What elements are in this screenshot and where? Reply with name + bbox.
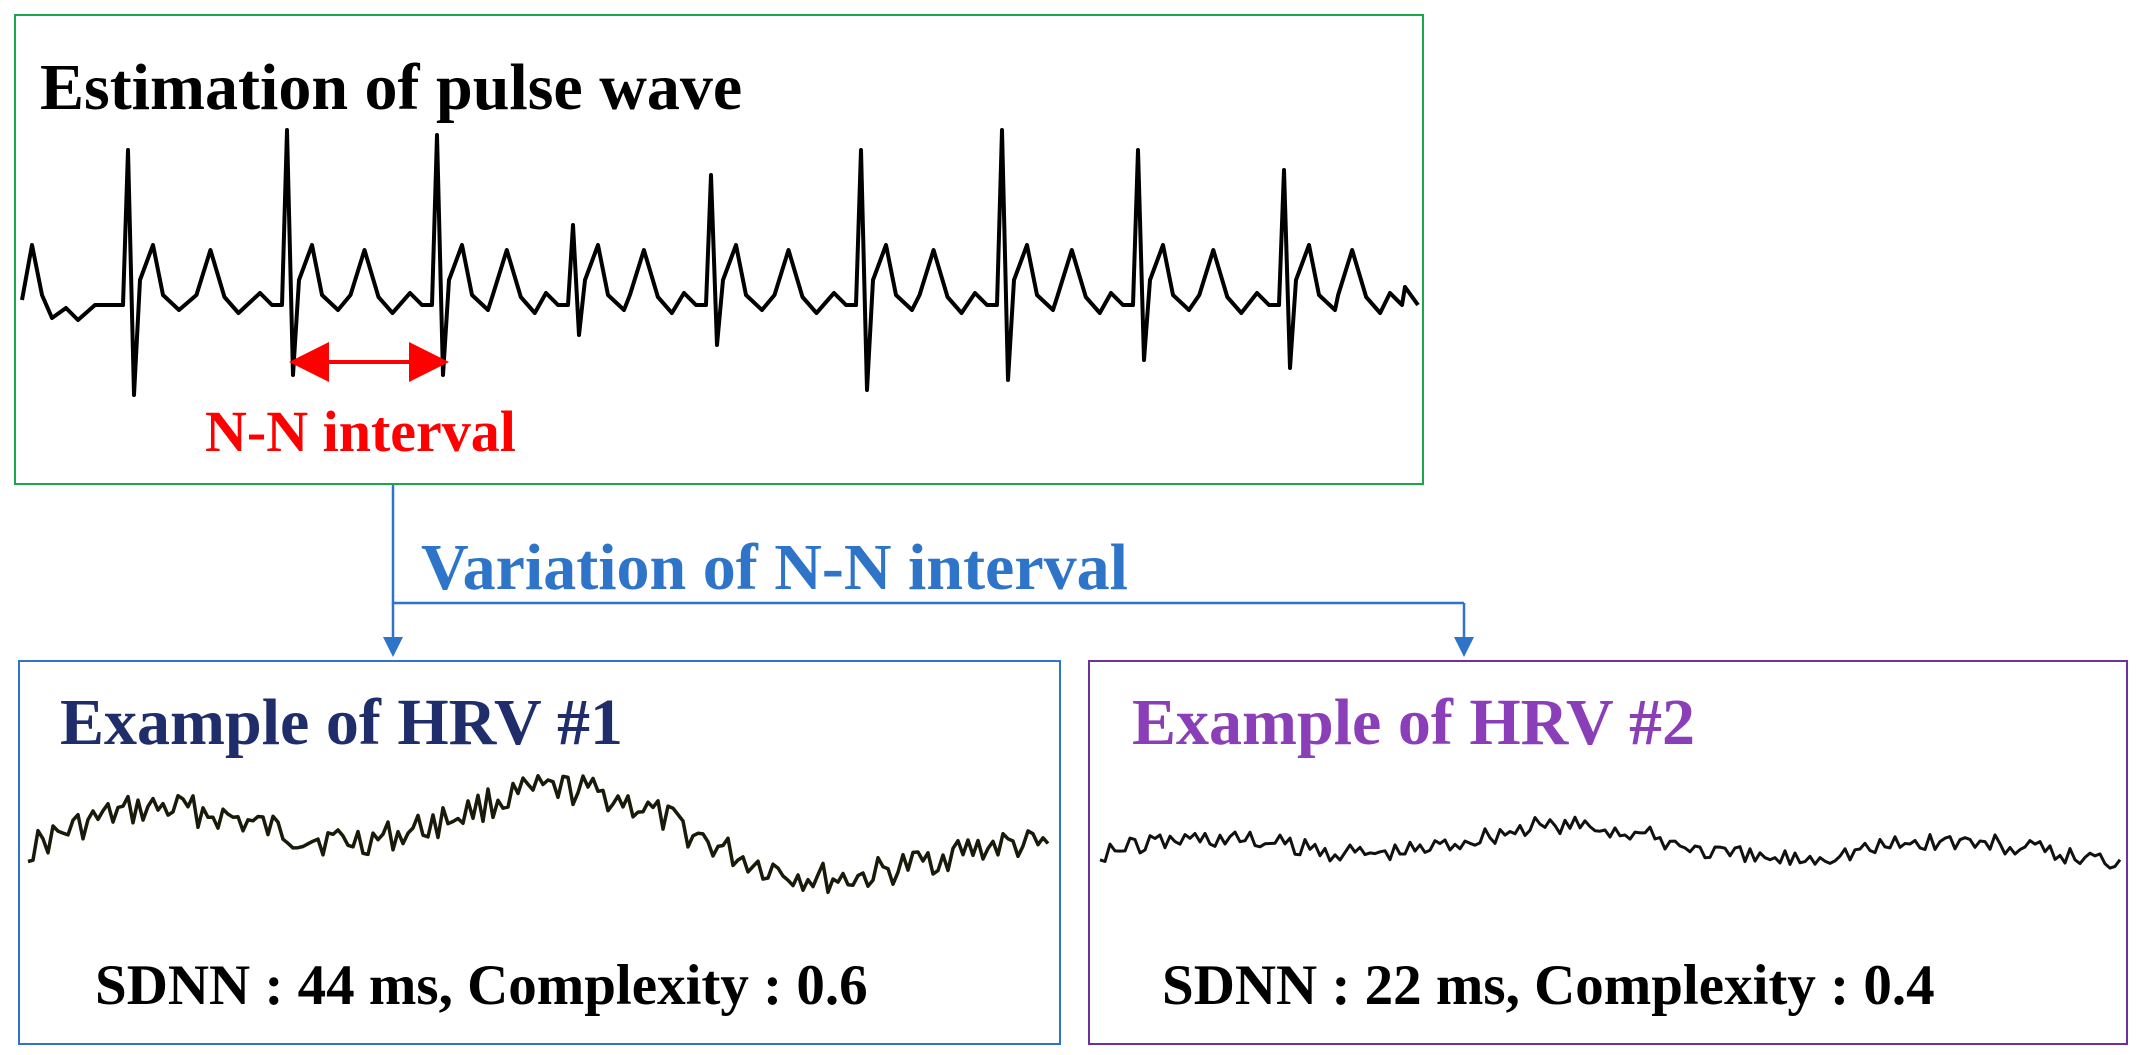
hrv-example-2-panel: [1088, 660, 2128, 1045]
hrv1-title: Example of HRV #1: [60, 686, 623, 759]
hrv2-waveform: [1099, 815, 2122, 870]
hrv-example-1-panel: [18, 660, 1061, 1045]
pulse-panel-title: Estimation of pulse wave: [40, 51, 743, 124]
variation-label: Variation of N-N interval: [421, 531, 1128, 604]
nn-interval-label: N-N interval: [205, 399, 516, 464]
hrv1-waveform: [27, 774, 1050, 895]
pulse-wave-panel: [14, 14, 1424, 485]
hrv1-stats: SDNN : 44 ms, Complexity : 0.6: [95, 954, 868, 1017]
hrv2-stats: SDNN : 22 ms, Complexity : 0.4: [1162, 954, 1935, 1017]
pulse-waveform: [20, 128, 1420, 397]
hrv2-title: Example of HRV #2: [1132, 686, 1695, 759]
